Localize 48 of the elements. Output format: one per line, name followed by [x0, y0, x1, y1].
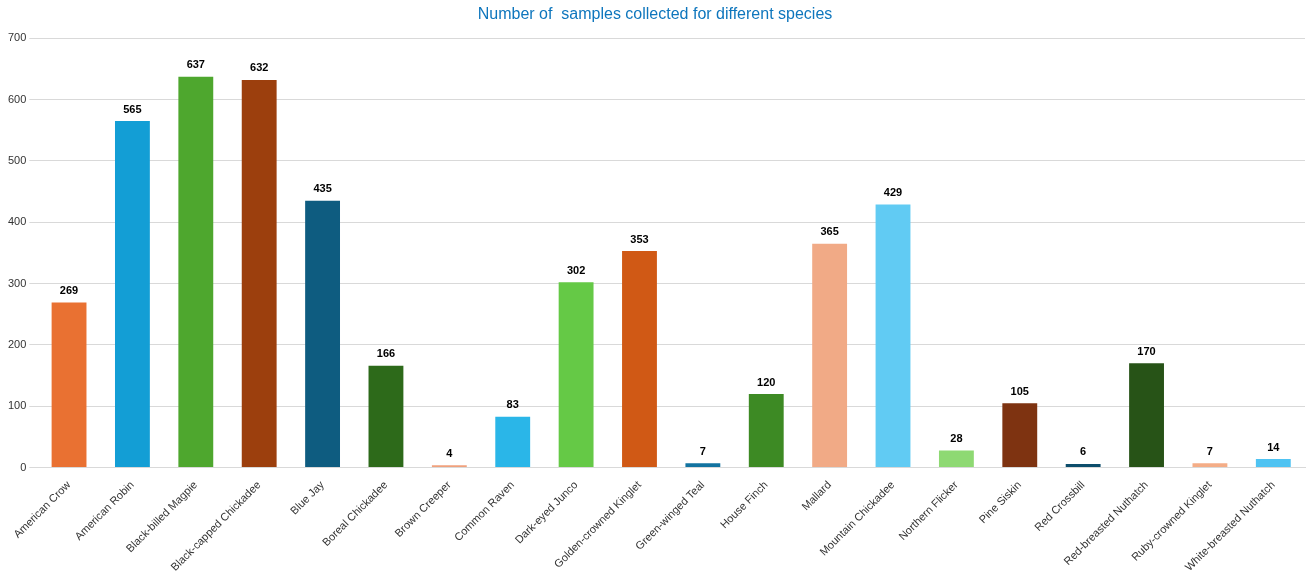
- bar: [558, 282, 594, 468]
- data-label: 632: [250, 61, 269, 74]
- bar: [495, 416, 531, 468]
- data-label: 7: [699, 444, 706, 457]
- bar: [812, 243, 848, 468]
- y-tick-label: 500: [7, 153, 27, 166]
- data-label: 4: [446, 446, 454, 459]
- y-tick-label: 300: [7, 276, 27, 289]
- bar: [241, 79, 277, 468]
- data-label: 269: [59, 284, 79, 297]
- data-label: 429: [883, 185, 903, 198]
- bar: [51, 302, 87, 468]
- data-label: 353: [630, 232, 649, 245]
- y-tick-label: 600: [7, 92, 27, 105]
- bar: [748, 394, 784, 468]
- data-label: 435: [313, 182, 332, 195]
- data-label: 166: [376, 347, 396, 360]
- y-tick-label: 100: [7, 399, 27, 412]
- bar: [938, 450, 974, 468]
- bar: [875, 204, 911, 468]
- bar: [368, 365, 404, 468]
- data-label: 7: [1206, 444, 1213, 457]
- chart-title: Number of samples collected for different species: [477, 5, 833, 23]
- y-tick-label: 400: [7, 215, 27, 228]
- bar: [1129, 363, 1164, 468]
- y-tick-label: 200: [7, 337, 27, 350]
- bar: [1002, 403, 1038, 468]
- bar: [305, 200, 340, 468]
- data-label: 83: [506, 398, 519, 411]
- bar: [1065, 463, 1101, 468]
- y-tick-label: 0: [20, 460, 27, 473]
- data-label: 302: [566, 263, 586, 276]
- bar: [1255, 459, 1291, 468]
- data-label: 565: [123, 102, 142, 115]
- data-label: 105: [1010, 384, 1029, 397]
- data-label: 637: [186, 58, 205, 71]
- y-tick-label: 700: [7, 31, 27, 44]
- data-label: 120: [757, 375, 776, 388]
- data-label: 14: [1267, 440, 1281, 453]
- data-label: 28: [950, 431, 963, 444]
- bar: [685, 463, 721, 468]
- bar: [1192, 463, 1228, 468]
- bar: [115, 121, 150, 468]
- bar: [622, 251, 657, 468]
- bar: [178, 76, 214, 468]
- data-label: 365: [820, 225, 839, 238]
- data-label: 6: [1080, 445, 1087, 458]
- data-label: 170: [1137, 344, 1156, 357]
